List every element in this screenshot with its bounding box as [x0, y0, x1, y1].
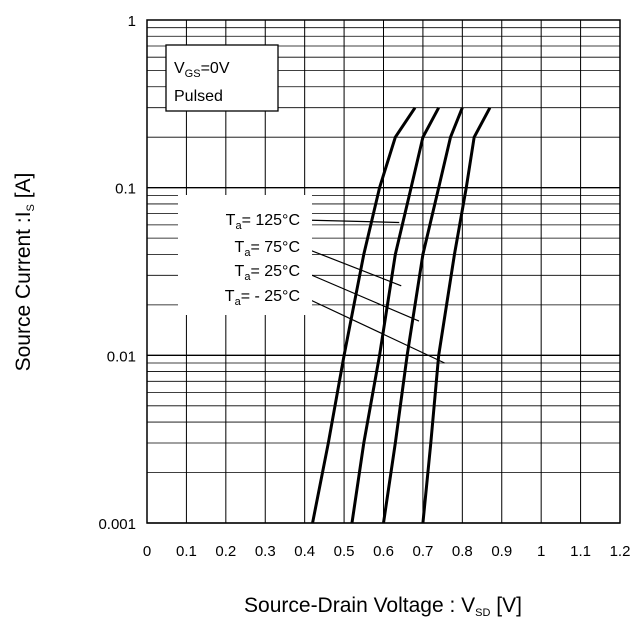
x-tick-label: 0.6: [373, 543, 394, 560]
y-tick-label: 0.001: [98, 516, 136, 533]
label-leader: [301, 270, 420, 322]
label-leader: [301, 219, 400, 224]
conditions-frame: [165, 44, 279, 112]
series-label: Ta= 75°C: [235, 239, 300, 259]
label-background: [178, 195, 312, 315]
series-line: [382, 107, 464, 524]
x-tick-labels: 0 0.1 0.2 0.3 0.4 0.5 0.6 0.7 0.8 0.9 1 1.1 1.2: [143, 543, 631, 560]
series-line: [350, 106, 441, 524]
x-tick-label: 0.8: [452, 543, 473, 560]
x-axis-title: Source-Drain Voltage : VSD [V]: [244, 594, 522, 619]
condition-pulsed: Pulsed: [174, 88, 223, 105]
series-line: [421, 106, 492, 524]
condition-vgs: VGS=0V: [174, 60, 230, 80]
series-label: Ta= 25°C: [235, 263, 300, 283]
x-tick-label: 0: [143, 543, 151, 560]
label-leader: [301, 295, 445, 364]
x-tick-label: 0.5: [334, 543, 355, 560]
x-tick-label: 1: [537, 543, 545, 560]
x-tick-label: 0.1: [176, 543, 197, 560]
y-axis-title: Source Current :IS [A]: [12, 173, 37, 372]
y-tick-label: 0.1: [115, 181, 136, 198]
series-label: Ta= 125°C: [226, 212, 300, 232]
series-labels: Ta= 125°C Ta= 75°C Ta= 25°C Ta= - 25°C: [178, 195, 312, 315]
axis-titles: Source-Drain Voltage : VSD [V] Source Cur…: [12, 173, 522, 619]
x-tick-label: 0.4: [294, 543, 315, 560]
x-tick-label: 0.7: [412, 543, 433, 560]
x-tick-label: 1.1: [570, 543, 591, 560]
y-tick-label: 1: [128, 13, 136, 30]
y-tick-labels: 0.001 0.01 0.1 1: [98, 13, 136, 533]
x-tick-label: 0.2: [215, 543, 236, 560]
series-curves: [311, 106, 492, 524]
x-tick-label: 0.3: [255, 543, 276, 560]
label-leader: [301, 246, 402, 287]
conditions-box: VGS=0V Pulsed: [165, 44, 279, 112]
x-tick-label: 1.2: [610, 543, 631, 560]
x-tick-label: 0.9: [491, 543, 512, 560]
series-label: Ta= - 25°C: [225, 288, 300, 308]
y-tick-label: 0.01: [107, 348, 136, 365]
label-leader-lines: [301, 219, 445, 364]
series-line: [311, 106, 417, 524]
